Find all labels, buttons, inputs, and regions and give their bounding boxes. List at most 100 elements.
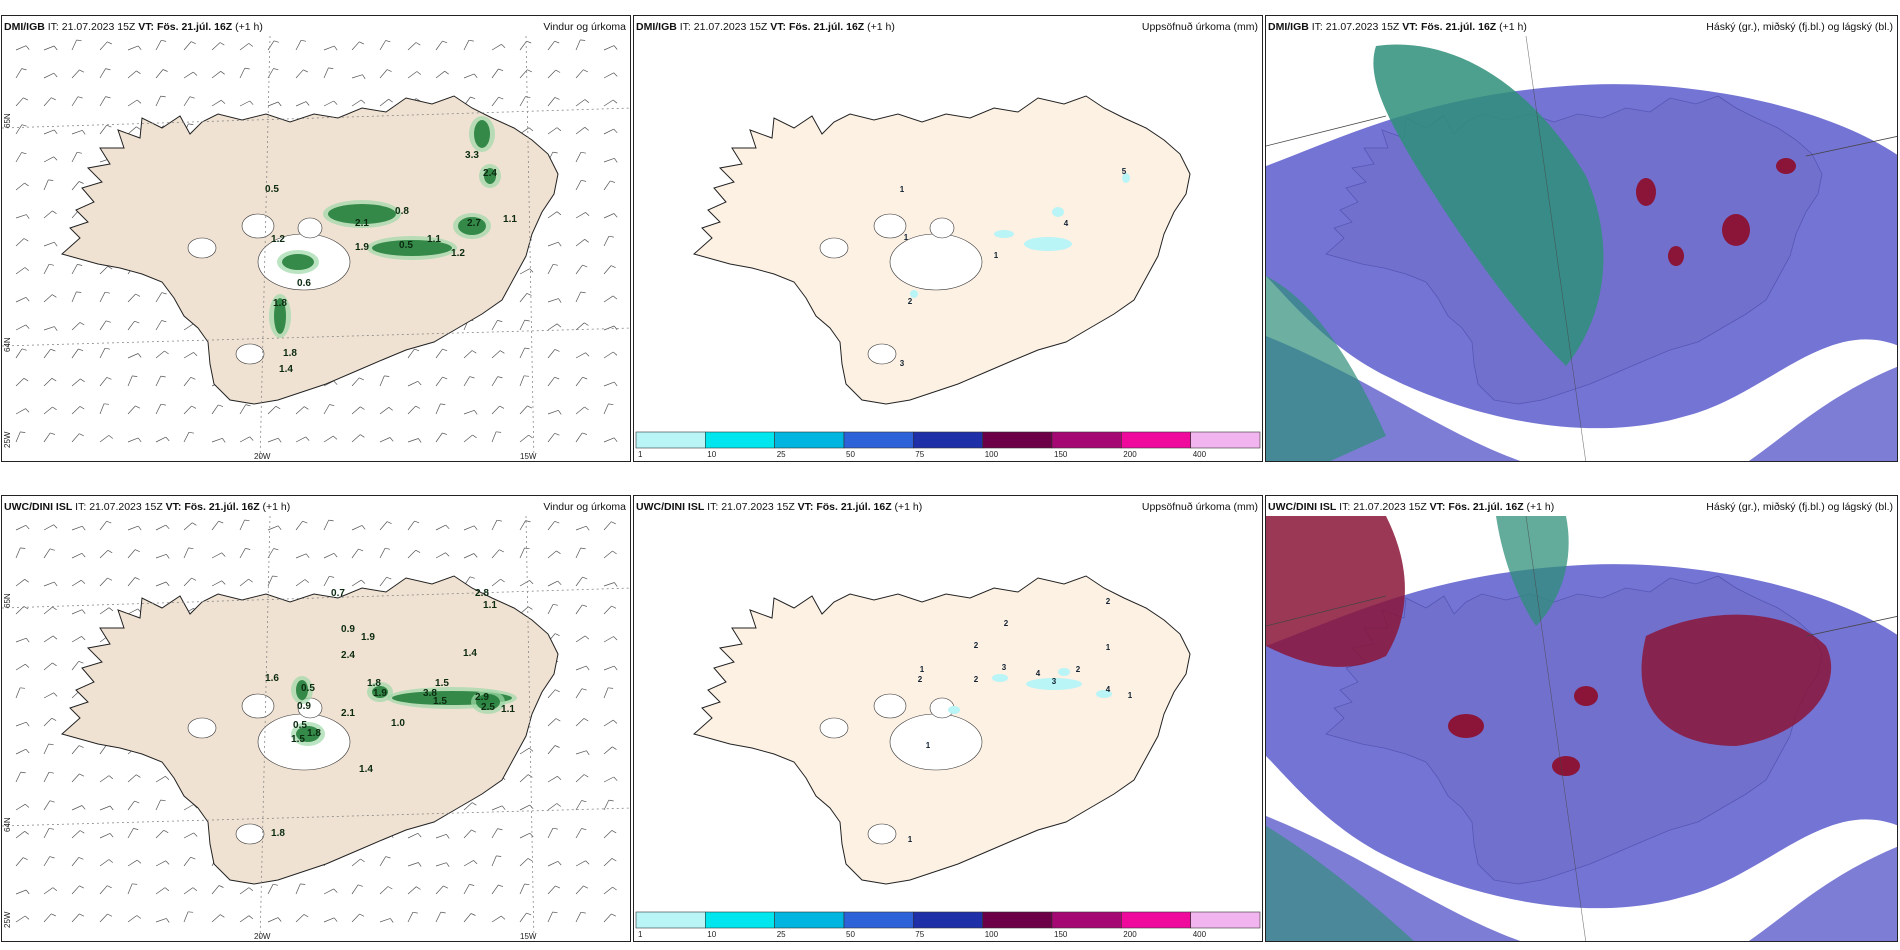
graticule: 65N 64N 25W 20W 15W: [2, 515, 630, 941]
colorbar-swatch: [1120, 911, 1191, 929]
cloud-map: [1266, 515, 1897, 941]
precip-colorbar: 1 10 25 50 75 100 150 200 400: [635, 911, 1261, 939]
low-cloud-patch: [1776, 158, 1796, 174]
precip-total-label: 4: [1106, 685, 1111, 694]
mid-cloud-field: [1748, 846, 1897, 941]
wind-precip-label: 1.2: [451, 248, 465, 259]
cloud-cover: [1266, 44, 1897, 461]
lat-label: 64N: [3, 337, 12, 352]
high-cloud-field: [1496, 516, 1569, 626]
it-value: 21.07.2023 15Z: [721, 501, 795, 513]
lon-label: 15W: [520, 452, 537, 461]
lon-label: 20W: [254, 932, 271, 941]
panel-header: UWC/DINI ISL IT: 21.07.2023 15Z VT: Fös.…: [4, 499, 626, 515]
colorbar-tick: 150: [1054, 450, 1068, 459]
colorbar-swatch: [1120, 431, 1191, 449]
low-cloud-field: [1641, 614, 1832, 746]
wind-precip-label: 0.5: [293, 720, 307, 731]
high-cloud-field: [1266, 826, 1414, 941]
model-name: UWC/DINI ISL: [636, 501, 705, 513]
panel-wind-row2: UWC/DINI ISL IT: 21.07.2023 15Z VT: Fös.…: [1, 495, 631, 942]
colorbar-swatch: [1190, 911, 1261, 929]
wind-precip-label: 0.7: [331, 588, 345, 599]
colorbar-swatch: [1190, 431, 1261, 449]
wind-precip-label: 2.4: [341, 650, 355, 661]
precip-total-label: 1: [908, 835, 913, 844]
colorbar-tick: 25: [777, 450, 786, 459]
cloud-cover: [1266, 516, 1897, 941]
it-value: 21.07.2023 15Z: [89, 501, 163, 513]
precip-total-label: 1: [1106, 643, 1111, 652]
vt-value: Fös. 21.júl. 16Z: [184, 501, 260, 513]
it-label: IT:: [707, 501, 719, 513]
lead-time: (+1 h): [894, 501, 923, 513]
precip-total-label: 2: [1106, 597, 1111, 606]
high-cloud-field: [1266, 276, 1386, 461]
wind-precip-label: 1.8: [283, 348, 297, 359]
panel-precip-row1: DMI/IGB IT: 21.07.2023 15Z VT: Fös. 21.j…: [633, 15, 1263, 462]
lat-label: 64N: [3, 817, 12, 832]
precip-total-label: 3: [900, 359, 905, 368]
wind-precip-label: 0.5: [399, 240, 413, 251]
wind-precip-label: 2.1: [341, 708, 355, 719]
model-name: UWC/DINI ISL: [4, 501, 73, 513]
glacier-outline: [819, 237, 849, 259]
panel-title: Vindur og úrkoma: [543, 21, 626, 33]
mid-cloud-field: [1748, 366, 1897, 461]
lead-time: (+1 h): [235, 21, 263, 33]
it-value: 21.07.2023 15Z: [693, 21, 768, 33]
model-name: UWC/DINI ISL: [1268, 501, 1337, 513]
model-name: DMI/IGB: [636, 21, 677, 33]
vt-label: VT:: [165, 501, 182, 513]
wind-precip-label: 3.3: [465, 150, 479, 161]
lat-label: 65N: [3, 113, 12, 128]
vt-label: VT:: [770, 21, 787, 33]
wind-precip-label: 2.1: [355, 218, 369, 229]
vt-value: Fös. 21.júl. 16Z: [1420, 21, 1497, 33]
vt-value: Fös. 21.júl. 16Z: [788, 21, 865, 33]
colorbar-tick: 100: [985, 450, 999, 459]
wind-precip-label: 1.5: [435, 678, 449, 689]
glacier-outline: [187, 717, 217, 739]
colorbar-tick: 100: [985, 930, 999, 939]
precip-total-label: 2: [974, 641, 979, 650]
lead-time: (+1 h): [867, 21, 895, 33]
colorbar-tick: 400: [1193, 930, 1207, 939]
colorbar-tick: 10: [707, 450, 716, 459]
glacier-outline: [929, 217, 955, 239]
colorbar-tick: 200: [1123, 930, 1137, 939]
wind-precip-label: 1.2: [271, 234, 285, 245]
lead-time: (+1 h): [262, 501, 291, 513]
panel-precip-row2: UWC/DINI ISL IT: 21.07.2023 15Z VT: Fös.…: [633, 495, 1263, 942]
colorbar-swatch: [705, 431, 775, 449]
precip-total-label: 3: [1002, 663, 1007, 672]
precip-shading: [910, 173, 1130, 298]
colorbar-swatch: [774, 431, 845, 449]
glacier-outline: [819, 717, 849, 739]
panel-title: Háský (gr.), miðský (fj.bl.) og lágský (…: [1706, 21, 1893, 33]
low-cloud-patch: [1668, 246, 1684, 266]
glacier-outline: [873, 213, 907, 239]
lead-time: (+1 h): [1526, 501, 1555, 513]
precip-total-label: 2: [1004, 619, 1009, 628]
colorbar-tick: 1: [638, 450, 643, 459]
colorbar-tick: 50: [846, 930, 855, 939]
cloud-map: [1266, 35, 1897, 461]
low-cloud-field: [1266, 516, 1405, 667]
wind-precip-label: 1.5: [291, 734, 305, 745]
wind-precip-label: 1.9: [361, 632, 375, 643]
glacier-outline: [235, 343, 265, 365]
colorbar-tick: 25: [777, 930, 786, 939]
colorbar-swatch: [843, 431, 914, 449]
glacier-outline: [867, 343, 897, 365]
vt-value: Fös. 21.júl. 16Z: [1448, 501, 1524, 513]
lon-label: 20W: [254, 452, 271, 461]
colorbar-swatch: [635, 431, 706, 449]
panel-cloud-row1: DMI/IGB IT: 21.07.2023 15Z VT: Fös. 21.j…: [1265, 15, 1898, 462]
panel-wind-row1: DMI/IGB IT: 21.07.2023 15Z VT: Fös. 21.j…: [1, 15, 631, 462]
vt-value: Fös. 21.júl. 16Z: [816, 501, 892, 513]
low-cloud-patch: [1722, 214, 1750, 246]
colorbar-tick: 10: [707, 930, 716, 939]
glacier-outline: [873, 693, 907, 719]
wind-precip-label: 2.4: [483, 168, 497, 179]
